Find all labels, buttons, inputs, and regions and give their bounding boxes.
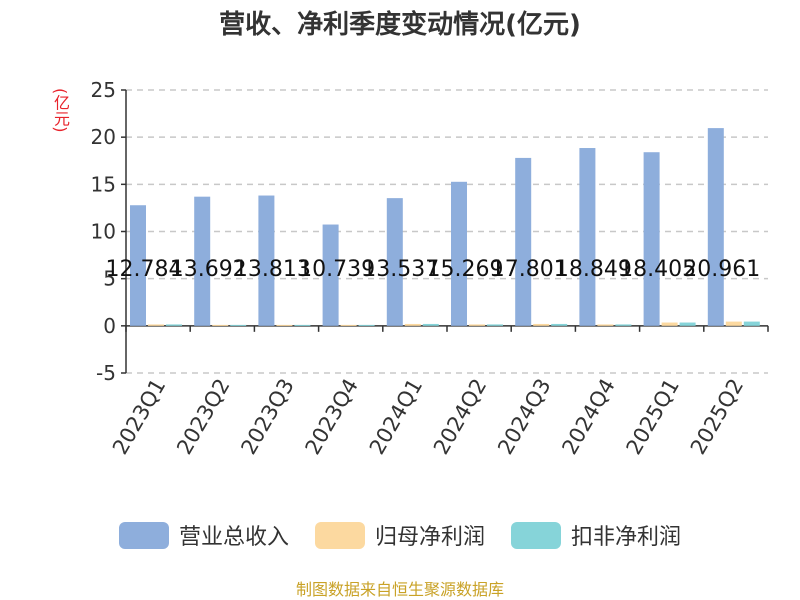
bar-net-profit[interactable] [533, 323, 550, 326]
legend-swatch-deducted-profit [511, 521, 561, 549]
legend-swatch-net-profit [314, 521, 365, 549]
bar-net-profit[interactable] [597, 324, 614, 326]
bar-deducted-profit[interactable] [230, 324, 247, 326]
x-tick-label: 2023Q3 [236, 375, 298, 459]
y-tick-label: -5 [96, 361, 116, 385]
bar-deducted-profit[interactable] [615, 324, 632, 326]
x-tick-label: 2025Q2 [686, 375, 748, 459]
x-tick-label: 2024Q2 [429, 374, 491, 458]
bar-deducted-profit[interactable] [551, 323, 568, 326]
bar-revenue[interactable] [258, 195, 275, 326]
y-tick-label: 20 [91, 125, 116, 149]
data-label: 13.537 [362, 257, 439, 282]
chart-title: 营收、净利季度变动情况(亿元) [219, 10, 581, 40]
y-tick-label: 10 [91, 220, 116, 244]
x-tick-label: 2024Q4 [557, 375, 619, 459]
x-tick-label: 2023Q2 [172, 375, 234, 459]
bar-deducted-profit[interactable] [294, 324, 311, 326]
data-source: 制图数据来自恒生聚源数据库 [295, 580, 504, 599]
bar-deducted-profit[interactable] [422, 323, 439, 326]
bar-net-profit[interactable] [212, 324, 229, 326]
x-tick-label: 2024Q3 [493, 375, 555, 459]
data-label: 18.405 [619, 257, 696, 282]
bar-revenue[interactable] [386, 198, 403, 326]
y-tick-label: 0 [103, 314, 116, 338]
bar-net-profit[interactable] [340, 324, 357, 326]
bar-revenue[interactable] [130, 205, 146, 326]
legend-item-revenue[interactable]: 营业总收入 [118, 519, 289, 551]
bar-net-profit[interactable] [725, 321, 742, 326]
bar-deducted-profit[interactable] [743, 321, 760, 326]
x-tick-label: 2024Q1 [365, 375, 427, 459]
bar-revenue[interactable] [451, 181, 467, 326]
legend-label-revenue: 营业总收入 [178, 525, 289, 550]
bar-revenue[interactable] [322, 224, 339, 326]
legend-label-deducted-profit: 扣非净利润 [571, 525, 682, 550]
bar-revenue[interactable] [579, 148, 596, 326]
data-label: 10.739 [298, 257, 375, 282]
legend-item-deducted-profit[interactable]: 扣非净利润 [511, 519, 681, 551]
bar-revenue[interactable] [707, 128, 724, 326]
bar-deducted-profit[interactable] [679, 322, 696, 326]
bar-net-profit[interactable] [276, 324, 293, 326]
data-label: 12.784 [106, 257, 183, 282]
data-label: 17.801 [491, 257, 568, 282]
legend-label-net-profit: 归母净利润 [374, 525, 485, 550]
x-tick-label: 2023Q1 [108, 375, 170, 459]
y-axis-label: (亿元) [51, 88, 70, 133]
y-tick-label: 25 [91, 78, 116, 102]
bar-net-profit[interactable] [148, 324, 164, 326]
bar-net-profit[interactable] [469, 324, 485, 326]
data-label: 18.849 [555, 257, 632, 282]
bar-deducted-profit[interactable] [358, 324, 375, 326]
x-tick-label: 2025Q1 [622, 375, 684, 459]
bar-revenue[interactable] [515, 157, 532, 326]
data-label: 15.269 [427, 257, 504, 282]
bar-net-profit[interactable] [661, 322, 678, 326]
data-label: 20.961 [683, 257, 760, 282]
bar-net-profit[interactable] [404, 323, 421, 326]
data-label: 13.813 [234, 257, 311, 282]
y-tick-label: 15 [91, 172, 116, 196]
data-label: 13.692 [170, 257, 247, 282]
legend-item-net-profit[interactable]: 归母净利润 [314, 519, 485, 551]
bar-deducted-profit[interactable] [166, 324, 182, 326]
bar-deducted-profit[interactable] [487, 324, 503, 326]
x-tick-label: 2023Q4 [301, 375, 363, 459]
legend-swatch-revenue [118, 521, 169, 549]
bar-revenue[interactable] [643, 152, 660, 326]
bar-revenue[interactable] [194, 196, 211, 326]
y-tick-label: 5 [103, 267, 116, 291]
legend: 营业总收入 归母净利润 扣非净利润 [0, 519, 800, 551]
